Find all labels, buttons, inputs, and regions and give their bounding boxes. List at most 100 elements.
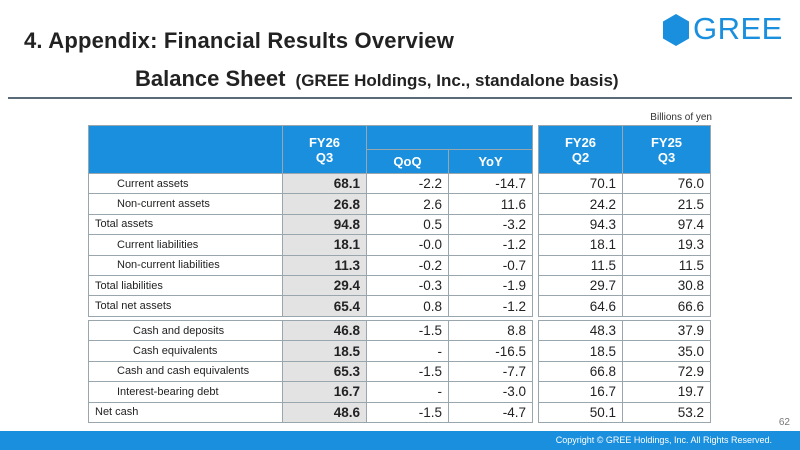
table-row: 48.3 37.9 xyxy=(538,319,711,342)
qoq-value: - xyxy=(366,340,449,362)
qoq-value: -0.2 xyxy=(366,254,449,276)
prev-year-value: 19.3 xyxy=(622,234,711,256)
header-prev-quarter-label: FY26 Q2 xyxy=(564,134,597,165)
row-label: Non-current liabilities xyxy=(88,254,283,276)
yoy-value: -3.2 xyxy=(448,213,533,236)
heading-sub: (GREE Holdings, Inc., standalone basis) xyxy=(295,71,619,90)
table-row: Net cash 48.6 -1.5 -4.7 xyxy=(88,401,533,423)
header-current-label: FY26 Q3 xyxy=(308,134,341,165)
table-row: Total liabilities 29.4 -0.3 -1.9 xyxy=(88,274,533,297)
yoy-value: -7.7 xyxy=(448,360,533,383)
yoy-value: -16.5 xyxy=(448,340,533,362)
footer-bar: Copyright © GREE Holdings, Inc. All Righ… xyxy=(0,431,800,450)
prev-year-value: 19.7 xyxy=(622,381,711,403)
row-label: Total liabilities xyxy=(88,274,283,297)
prev-quarter-value: 29.7 xyxy=(538,274,623,297)
prev-quarter-value: 70.1 xyxy=(538,172,623,195)
table-row: Non-current assets 26.8 2.6 11.6 xyxy=(88,193,533,215)
current-value: 65.4 xyxy=(282,295,367,317)
row-label: Current liabilities xyxy=(88,234,283,256)
row-label: Cash and cash equivalents xyxy=(88,360,283,383)
current-value: 29.4 xyxy=(282,274,367,297)
prev-quarter-value: 16.7 xyxy=(538,381,623,403)
current-value: 46.8 xyxy=(282,319,367,342)
prev-year-value: 66.6 xyxy=(622,295,711,317)
table-row: Cash equivalents 18.5- -16.5 xyxy=(88,340,533,362)
heading-divider xyxy=(8,97,792,99)
cash-comparison-table: 48.3 37.9 18.5 35.0 66.8 72.9 16.7 19.7 50.1 53.2 xyxy=(538,319,711,423)
qoq-value: -1.5 xyxy=(366,319,449,342)
qoq-value: 0.5 xyxy=(366,213,449,236)
copyright: Copyright © GREE Holdings, Inc. All Righ… xyxy=(555,435,772,445)
units-label: Billions of yen xyxy=(650,112,712,123)
prev-year-value: 53.2 xyxy=(622,401,711,423)
prev-quarter-value: 18.1 xyxy=(538,234,623,256)
current-value: 11.3 xyxy=(282,254,367,276)
table-row: Current liabilities 18.1 -0.0 -1.2 xyxy=(88,234,533,256)
header-qoq: QoQ xyxy=(366,149,449,174)
table-row: 29.7 30.8 xyxy=(538,274,711,297)
page-heading: Balance Sheet (GREE Holdings, Inc., stan… xyxy=(135,66,619,92)
table-row: 70.1 76.0 xyxy=(538,172,711,195)
table-row: 18.1 19.3 xyxy=(538,234,711,256)
header-prev-year: FY25 Q3 xyxy=(622,125,711,174)
current-value: 65.3 xyxy=(282,360,367,383)
table-row: 94.3 97.4 xyxy=(538,213,711,236)
qoq-value: -1.5 xyxy=(366,360,449,383)
yoy-value: -1.9 xyxy=(448,274,533,297)
table-row: 50.1 53.2 xyxy=(538,401,711,423)
header-prev-quarter: FY26 Q2 xyxy=(538,125,623,174)
row-label: Current assets xyxy=(88,172,283,195)
row-label: Cash equivalents xyxy=(88,340,283,362)
header-current: FY26 Q3 xyxy=(282,125,367,174)
table-row: 66.8 72.9 xyxy=(538,360,711,383)
prev-year-value: 72.9 xyxy=(622,360,711,383)
qoq-value: -1.5 xyxy=(366,401,449,423)
current-value: 26.8 xyxy=(282,193,367,215)
prev-quarter-value: 66.8 xyxy=(538,360,623,383)
prev-quarter-value: 48.3 xyxy=(538,319,623,342)
yoy-value: -3.0 xyxy=(448,381,533,403)
header-prev-year-label: FY25 Q3 xyxy=(650,134,683,165)
table-row: Current assets 68.1 -2.2 -14.7 xyxy=(88,172,533,195)
qoq-value: -0.0 xyxy=(366,234,449,256)
prev-year-value: 97.4 xyxy=(622,213,711,236)
section-title: 4. Appendix: Financial Results Overview xyxy=(24,28,455,53)
row-label: Net cash xyxy=(88,401,283,423)
row-label: Total net assets xyxy=(88,295,283,317)
yoy-value: -4.7 xyxy=(448,401,533,423)
qoq-value: - xyxy=(366,381,449,403)
yoy-value: 11.6 xyxy=(448,193,533,215)
table-row: Non-current liabilities 11.3 -0.2 -0.7 xyxy=(88,254,533,276)
prev-year-value: 37.9 xyxy=(622,319,711,342)
row-label: Cash and deposits xyxy=(88,319,283,342)
qoq-value: -2.2 xyxy=(366,172,449,195)
table-row: 24.2 21.5 xyxy=(538,193,711,215)
table-row: 11.5 11.5 xyxy=(538,254,711,276)
prev-year-value: 76.0 xyxy=(622,172,711,195)
header-change-blank xyxy=(366,125,533,150)
qoq-value: -0.3 xyxy=(366,274,449,297)
prev-year-value: 21.5 xyxy=(622,193,711,215)
qoq-value: 0.8 xyxy=(366,295,449,317)
table-row: 18.5 35.0 xyxy=(538,340,711,362)
logo-text: GREE xyxy=(693,11,783,46)
table-row: Cash and cash equivalents 65.3 -1.5 -7.7 xyxy=(88,360,533,383)
header-blank xyxy=(88,125,283,174)
prev-quarter-value: 24.2 xyxy=(538,193,623,215)
prev-quarter-value: 64.6 xyxy=(538,295,623,317)
yoy-value: -1.2 xyxy=(448,234,533,256)
table-row: Interest-bearing debt 16.7- -3.0 xyxy=(88,381,533,403)
current-value: 18.1 xyxy=(282,234,367,256)
row-label: Non-current assets xyxy=(88,193,283,215)
table-row: 16.7 19.7 xyxy=(538,381,711,403)
row-label: Total assets xyxy=(88,213,283,236)
prev-quarter-value: 18.5 xyxy=(538,340,623,362)
table-row: 64.6 66.6 xyxy=(538,295,711,317)
current-value: 68.1 xyxy=(282,172,367,195)
page-number: 62 xyxy=(778,417,790,428)
prev-quarter-value: 94.3 xyxy=(538,213,623,236)
prev-year-value: 30.8 xyxy=(622,274,711,297)
prev-quarter-value: 11.5 xyxy=(538,254,623,276)
table-row: Total net assets 65.4 0.8 -1.2 xyxy=(88,295,533,317)
